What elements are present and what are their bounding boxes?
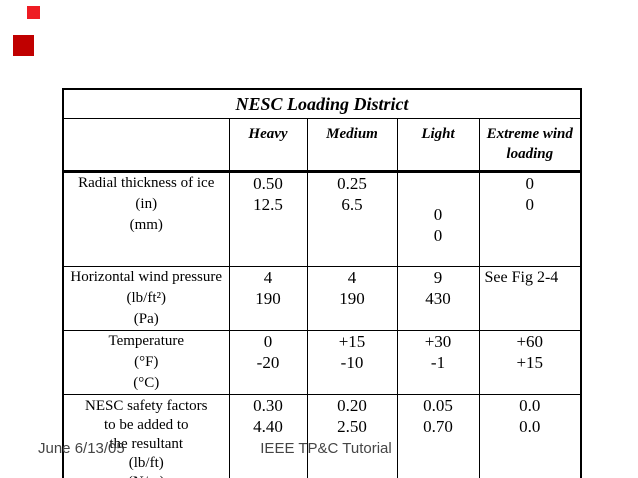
- cell-value: 9: [433, 268, 443, 287]
- cell-light: 9 430: [396, 266, 480, 331]
- cell-value: 0: [525, 174, 535, 193]
- row-label-line: Horizontal wind pressure: [70, 269, 223, 285]
- row-label: Radial thickness of ice (in) (mm): [62, 171, 230, 267]
- cell-value: 0.0: [519, 396, 541, 415]
- row-label-line: NESC safety factors: [85, 398, 208, 414]
- cell-value: 0.20: [337, 396, 367, 415]
- row-label-line: (mm): [129, 217, 163, 233]
- cell-extreme: See Fig 2-4: [478, 266, 582, 331]
- row-label-line: (N/m): [64, 473, 228, 478]
- row-label-line: to be added to: [103, 417, 189, 433]
- row-label: NESC safety factors to be added to the r…: [62, 394, 230, 478]
- cell-value: 0: [263, 332, 273, 351]
- cell-value: 0.70: [423, 417, 453, 436]
- row-label-line: (lb/ft): [128, 455, 164, 471]
- footer-title: IEEE TP&C Tutorial: [260, 440, 392, 457]
- cell-value: 6.5: [341, 195, 363, 214]
- row-label-line: Temperature: [108, 333, 185, 349]
- row-safety-factors: NESC safety factors to be added to the r…: [62, 394, 582, 478]
- table-header-row: Heavy Medium Light Extreme wind loading: [62, 118, 582, 173]
- cell-extreme: 0.0 0.0: [478, 394, 582, 478]
- nesc-loading-table: NESC Loading District Heavy Medium Light…: [62, 88, 583, 478]
- cell-value: 4: [347, 268, 357, 287]
- red-square-decoration-small: [27, 6, 40, 19]
- row-temperature: Temperature (°F) (°C) 0 -20 +15 -10 +30 …: [62, 330, 582, 395]
- cell-medium: +15 -10: [306, 330, 398, 395]
- cell-value: +60: [516, 332, 544, 351]
- cell-value: -10: [340, 353, 364, 372]
- cell-light: 0.05 0.70: [396, 394, 480, 478]
- cell-value: 4: [263, 268, 273, 287]
- cell-value: 0.05: [423, 396, 453, 415]
- cell-value: 0.25: [337, 174, 367, 193]
- row-wind-pressure: Horizontal wind pressure (lb/ft²) (Pa) 4…: [62, 266, 582, 331]
- cell-heavy: 0 -20: [228, 330, 308, 395]
- cell-value: 430: [425, 289, 451, 308]
- row-label-line: (°F): [134, 354, 159, 370]
- cell-value: 0: [433, 205, 443, 224]
- row-label: Horizontal wind pressure (lb/ft²) (Pa): [62, 266, 230, 331]
- header-empty-cell: [62, 118, 230, 173]
- cell-extreme: +60 +15: [478, 330, 582, 395]
- cell-value: 2.50: [337, 417, 367, 436]
- row-label-line: (lb/ft²): [126, 290, 167, 306]
- row-label-line: (in): [135, 196, 158, 212]
- header-heavy: Heavy: [228, 118, 308, 173]
- row-label-line: Radial thickness of ice: [78, 175, 215, 191]
- cell-value: +30: [424, 332, 452, 351]
- cell-value: See Fig 2-4: [484, 269, 559, 286]
- cell-value: -20: [256, 353, 280, 372]
- cell-value: 0.0: [519, 417, 541, 436]
- cell-value: 190: [255, 289, 281, 308]
- table-title-row: NESC Loading District: [62, 88, 582, 119]
- cell-heavy: 4 190: [228, 266, 308, 331]
- row-label-line: the resultant: [109, 436, 184, 452]
- header-medium: Medium: [306, 118, 398, 173]
- cell-medium: 4 190: [306, 266, 398, 331]
- cell-heavy: 0.30 4.40: [228, 394, 308, 478]
- cell-medium: 0.20 2.50: [306, 394, 398, 478]
- header-light: Light: [396, 118, 480, 173]
- row-label: Temperature (°F) (°C): [62, 330, 230, 395]
- cell-value: 0: [433, 226, 443, 245]
- cell-medium: 0.25 6.5: [306, 171, 398, 267]
- cell-light: 0 0: [396, 171, 480, 267]
- cell-value: 190: [339, 289, 365, 308]
- cell-value: 4.40: [253, 417, 283, 436]
- row-label-line: (°C): [133, 375, 160, 391]
- cell-value: 12.5: [253, 195, 283, 214]
- red-square-decoration-large: [13, 35, 34, 56]
- cell-heavy: 0.50 12.5: [228, 171, 308, 267]
- cell-value: 0.50: [253, 174, 283, 193]
- table-title: NESC Loading District: [62, 88, 582, 119]
- cell-value: 0.30: [253, 396, 283, 415]
- cell-value: +15: [338, 332, 366, 351]
- row-label-line: (Pa): [133, 311, 159, 327]
- cell-light: +30 -1: [396, 330, 480, 395]
- cell-value: 0: [525, 195, 535, 214]
- row-radial-ice: Radial thickness of ice (in) (mm) 0.50 1…: [62, 171, 582, 267]
- cell-value: -1: [430, 353, 446, 372]
- cell-extreme: 0 0: [478, 171, 582, 267]
- cell-value: +15: [516, 353, 544, 372]
- footer-date: June 6/13/05: [38, 440, 125, 457]
- header-extreme-wind: Extreme wind loading: [478, 118, 582, 173]
